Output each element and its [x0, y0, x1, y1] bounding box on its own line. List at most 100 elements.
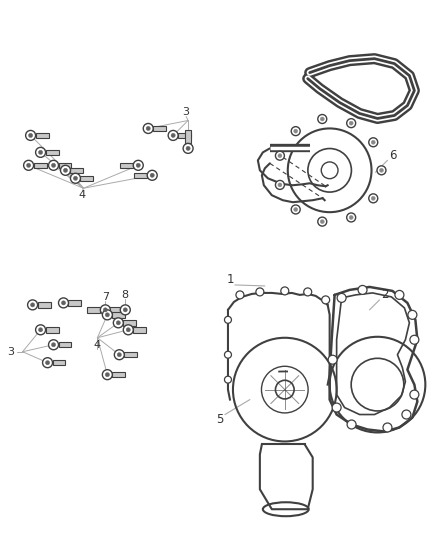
- Circle shape: [100, 305, 110, 315]
- Polygon shape: [112, 372, 125, 377]
- Circle shape: [318, 115, 327, 124]
- Circle shape: [320, 117, 324, 121]
- Polygon shape: [81, 175, 93, 181]
- Circle shape: [276, 380, 294, 399]
- Circle shape: [25, 131, 35, 140]
- Circle shape: [120, 305, 130, 315]
- Circle shape: [379, 168, 384, 172]
- Circle shape: [318, 217, 327, 226]
- Polygon shape: [185, 131, 191, 143]
- Text: 5: 5: [216, 413, 224, 426]
- Circle shape: [371, 196, 375, 200]
- Circle shape: [278, 183, 282, 187]
- Circle shape: [304, 288, 312, 296]
- Polygon shape: [59, 163, 71, 168]
- Polygon shape: [124, 320, 136, 326]
- Circle shape: [276, 151, 284, 160]
- Text: 6: 6: [389, 149, 396, 162]
- Circle shape: [276, 181, 284, 189]
- Circle shape: [59, 298, 68, 308]
- Circle shape: [39, 328, 42, 332]
- Circle shape: [150, 173, 154, 177]
- Circle shape: [369, 138, 378, 147]
- Circle shape: [105, 313, 110, 317]
- Circle shape: [71, 173, 81, 183]
- Circle shape: [27, 163, 31, 167]
- Circle shape: [49, 340, 59, 350]
- Circle shape: [103, 308, 107, 312]
- Circle shape: [61, 301, 66, 305]
- Circle shape: [126, 328, 131, 332]
- Polygon shape: [46, 150, 59, 155]
- Circle shape: [347, 119, 356, 127]
- Text: 3: 3: [7, 347, 14, 357]
- Circle shape: [410, 335, 419, 344]
- Circle shape: [291, 205, 300, 214]
- Polygon shape: [46, 327, 59, 333]
- Circle shape: [35, 148, 46, 157]
- Polygon shape: [124, 352, 137, 358]
- Circle shape: [291, 127, 300, 135]
- Polygon shape: [71, 167, 83, 173]
- Circle shape: [320, 220, 324, 224]
- Circle shape: [102, 370, 112, 379]
- Circle shape: [143, 124, 153, 133]
- Circle shape: [49, 160, 59, 171]
- Circle shape: [168, 131, 178, 140]
- Polygon shape: [34, 163, 46, 168]
- Circle shape: [281, 287, 289, 295]
- Circle shape: [369, 194, 378, 203]
- Circle shape: [402, 410, 411, 419]
- Circle shape: [225, 317, 231, 324]
- Circle shape: [347, 420, 356, 429]
- Circle shape: [171, 133, 175, 138]
- Circle shape: [256, 288, 264, 296]
- Polygon shape: [35, 133, 49, 138]
- Circle shape: [51, 343, 56, 347]
- Circle shape: [294, 129, 298, 133]
- Circle shape: [186, 146, 190, 150]
- Circle shape: [225, 351, 231, 358]
- Circle shape: [332, 403, 341, 412]
- Polygon shape: [120, 163, 133, 168]
- Circle shape: [102, 310, 112, 320]
- Circle shape: [39, 150, 42, 155]
- Circle shape: [383, 423, 392, 432]
- Circle shape: [236, 291, 244, 299]
- Circle shape: [347, 213, 356, 222]
- Polygon shape: [53, 360, 66, 366]
- Polygon shape: [178, 133, 191, 138]
- Text: 8: 8: [122, 290, 129, 300]
- Circle shape: [124, 325, 133, 335]
- Circle shape: [321, 296, 330, 304]
- Circle shape: [278, 154, 282, 158]
- Circle shape: [136, 163, 140, 167]
- Circle shape: [31, 303, 35, 307]
- Polygon shape: [133, 327, 146, 333]
- Polygon shape: [68, 300, 81, 305]
- Text: 2: 2: [381, 288, 388, 301]
- Polygon shape: [59, 342, 71, 348]
- Circle shape: [294, 207, 298, 212]
- Circle shape: [410, 390, 419, 399]
- Circle shape: [60, 165, 71, 175]
- Polygon shape: [88, 307, 100, 312]
- Polygon shape: [134, 173, 147, 178]
- Circle shape: [35, 325, 46, 335]
- Circle shape: [146, 126, 150, 131]
- Circle shape: [371, 140, 375, 144]
- Circle shape: [377, 166, 386, 175]
- Circle shape: [24, 160, 34, 171]
- Circle shape: [113, 318, 124, 328]
- Circle shape: [349, 215, 353, 220]
- Circle shape: [28, 300, 38, 310]
- Circle shape: [349, 121, 353, 125]
- Polygon shape: [38, 302, 50, 308]
- Circle shape: [337, 293, 346, 302]
- Circle shape: [51, 163, 56, 167]
- Text: 3: 3: [183, 108, 190, 117]
- Text: 7: 7: [102, 292, 109, 302]
- Circle shape: [116, 321, 120, 325]
- Circle shape: [225, 376, 231, 383]
- Circle shape: [64, 168, 67, 172]
